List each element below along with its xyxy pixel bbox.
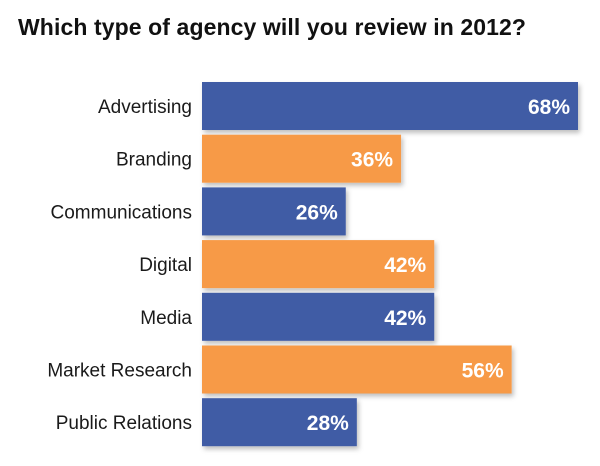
category-label: Public Relations	[56, 413, 192, 434]
bar-branding	[202, 134, 402, 183]
category-label: Branding	[116, 150, 192, 171]
bar-market-research	[202, 345, 512, 394]
category-label: Media	[140, 308, 192, 329]
value-label: 42%	[384, 307, 426, 330]
category-label: Digital	[139, 255, 192, 276]
category-label: Advertising	[98, 97, 192, 118]
value-label: 56%	[462, 360, 504, 383]
bar-advertising	[202, 82, 578, 130]
bar-communications	[202, 187, 346, 236]
value-label: 26%	[296, 201, 338, 224]
category-label: Communications	[51, 202, 193, 223]
value-label: 42%	[384, 254, 426, 277]
chart-title: Which type of agency will you review in …	[18, 14, 527, 40]
value-label: 36%	[351, 149, 393, 172]
value-label: 28%	[307, 412, 349, 435]
value-label: 68%	[528, 96, 570, 119]
bar-digital	[202, 240, 435, 289]
category-label: Market Research	[47, 361, 192, 382]
bar-media	[202, 292, 435, 341]
bar-public-relations	[202, 398, 357, 447]
